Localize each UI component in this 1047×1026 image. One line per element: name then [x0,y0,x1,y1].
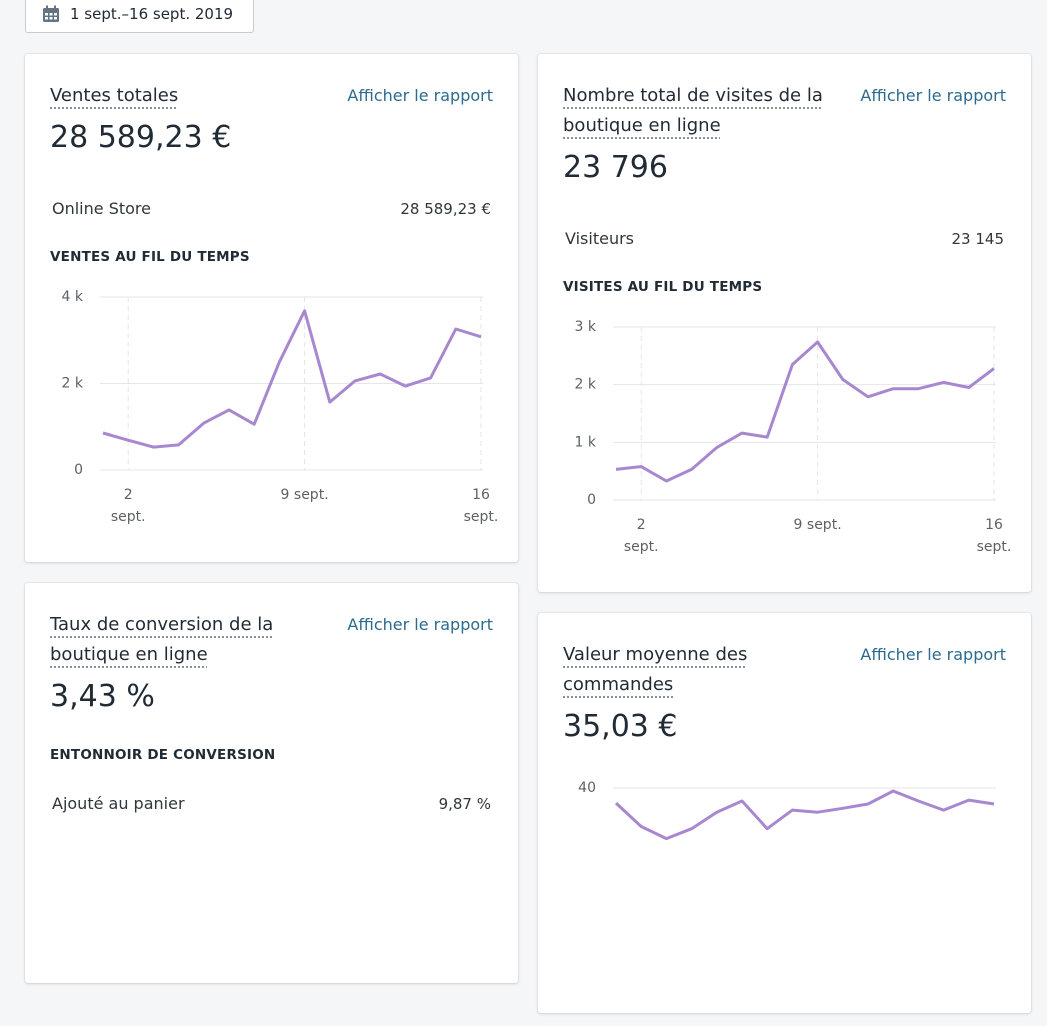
date-range-text: 1 sept.–16 sept. 2019 [70,4,234,23]
section-label: VENTES AU FIL DU TEMPS [50,249,250,265]
report-card: Taux de conversion de la boutique en lig… [25,583,518,983]
breakdown: Ajouté au panier 9,87 % [50,793,493,815]
card-header: Nombre total de visites de la boutique e… [563,81,1006,141]
metric-value: 3,43 % [50,679,155,714]
report-link[interactable]: Afficher le rapport [860,645,1006,664]
y-tick-label: 3 k [575,319,597,335]
chart-area: 0 1 k 2 k 3 k 2 sept. 9 sept. 16 sept. [538,305,1031,565]
line-chart: 0 1 k 2 k 3 k [575,319,996,508]
y-tick-label: 1 k [575,434,597,450]
report-link[interactable]: Afficher le rapport [347,86,493,105]
x-tick-label: 2 sept. [623,517,659,555]
chart-area: 0 2 k 4 k 2 sept. 9 sept. 16 sept. [25,275,518,535]
row-value: 28 589,23 € [400,200,491,218]
card-title: Taux de conversion de la boutique en lig… [50,614,274,665]
x-tick-label: 9 sept. [793,517,842,533]
x-tick-label: 9 sept. [280,487,329,503]
card-title: Valeur moyenne des commandes [563,644,748,695]
breakdown: Visiteurs 23 145 [563,228,1006,250]
row-label: Ajouté au panier [52,794,185,813]
report-card: Nombre total de visites de la boutique e… [538,54,1031,592]
row-label: Online Store [52,199,151,218]
line-series [614,789,995,841]
row-value: 9,87 % [438,795,491,813]
calendar-icon [43,5,59,22]
breakdown-row: Visiteurs 23 145 [563,228,1006,250]
metric-value: 35,03 € [563,709,678,744]
y-tick-label: 4 k [62,289,84,305]
card-title: Ventes totales [50,85,179,106]
line-series [615,340,995,483]
breakdown-row: Online Store 28 589,23 € [50,198,493,220]
metric-value: 28 589,23 € [50,120,232,155]
y-tick-label: 2 k [575,377,597,393]
y-tick-label: 0 [74,462,83,478]
line-chart: 0 2 k 4 k [62,289,483,478]
report-card: Valeur moyenne des commandes Afficher le … [538,613,1031,1013]
breakdown-row: Ajouté au panier 9,87 % [50,793,493,815]
report-card: Ventes totales Afficher le rapport 28 589,… [25,54,518,562]
line-series [102,309,482,449]
y-tick-label: 40 [578,780,596,796]
line-chart: 40 [578,780,996,841]
x-tick-label: 16 sept. [976,517,1012,555]
metric-value: 23 796 [563,150,668,185]
chart-area: 40 [538,766,1031,1026]
card-header: Valeur moyenne des commandes Afficher le … [563,640,1006,700]
breakdown: Online Store 28 589,23 € [50,198,493,220]
report-link[interactable]: Afficher le rapport [347,615,493,634]
section-label: VISITES AU FIL DU TEMPS [563,279,763,295]
report-link[interactable]: Afficher le rapport [860,86,1006,105]
x-tick-label: 16 sept. [463,487,499,525]
page: 1 sept.–16 sept. 2019 (() => { const dat… [25,0,1031,1013]
section-label: ENTONNOIR DE CONVERSION [50,747,276,763]
card-title: Nombre total de visites de la boutique e… [563,85,823,136]
x-tick-label: 2 sept. [110,487,146,525]
card-header: Ventes totales Afficher le rapport [50,81,493,111]
card-header: Taux de conversion de la boutique en lig… [50,610,493,670]
row-label: Visiteurs [565,229,634,248]
date-range-button[interactable]: 1 sept.–16 sept. 2019 [25,0,254,33]
y-tick-label: 2 k [62,376,84,392]
y-tick-label: 0 [587,492,596,508]
row-value: 23 145 [951,230,1005,248]
